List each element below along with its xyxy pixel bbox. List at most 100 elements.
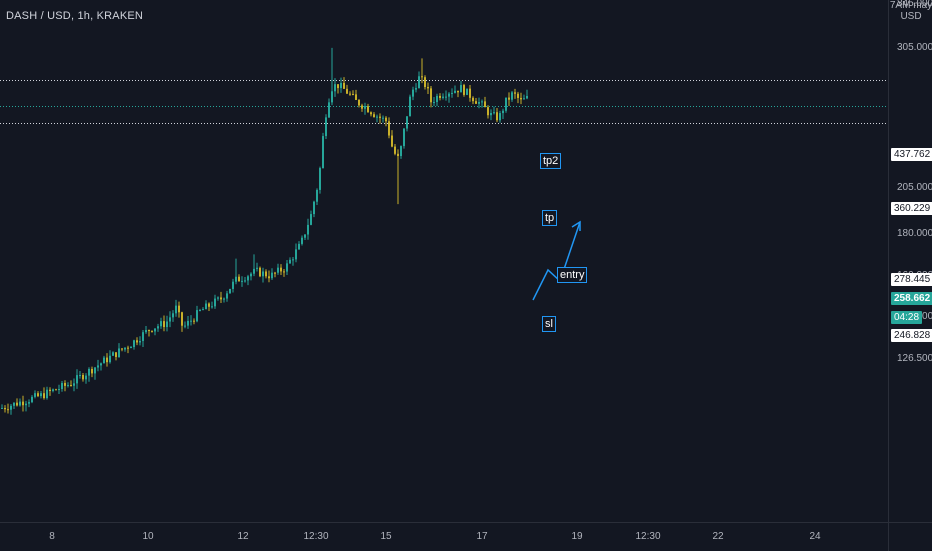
candle xyxy=(418,71,420,89)
candle xyxy=(154,328,156,336)
candle xyxy=(478,97,480,109)
candle xyxy=(448,92,450,103)
candle xyxy=(496,107,498,123)
price-tick: 345.000 xyxy=(897,0,932,10)
candle xyxy=(124,347,126,352)
candle xyxy=(214,294,216,309)
candle xyxy=(340,77,342,93)
candle xyxy=(76,369,78,389)
annotation-entry[interactable]: entry xyxy=(557,267,588,283)
time-axis[interactable]: 8 10 12 12:30 15 17 19 12:30 22 24 xyxy=(0,522,888,551)
candle xyxy=(22,395,24,412)
candle xyxy=(67,382,69,388)
time-tick: 12 xyxy=(237,531,249,542)
candle xyxy=(100,362,102,371)
candle xyxy=(226,290,228,302)
price-chart[interactable] xyxy=(0,0,888,522)
candle xyxy=(133,339,135,350)
candle xyxy=(127,345,129,354)
candle xyxy=(232,278,234,293)
candle xyxy=(433,97,435,106)
candle xyxy=(172,310,174,322)
candle xyxy=(103,355,105,364)
candle xyxy=(262,267,264,283)
candle xyxy=(430,85,432,108)
candle xyxy=(199,308,201,312)
candle xyxy=(1,404,3,409)
candle xyxy=(115,352,117,361)
candle xyxy=(328,98,330,119)
candle xyxy=(202,307,204,311)
candle xyxy=(301,235,303,246)
candle xyxy=(244,277,246,283)
candle xyxy=(343,77,345,89)
candle xyxy=(292,256,294,266)
candle xyxy=(274,271,276,278)
candle-countdown: 04:28 xyxy=(891,311,923,324)
candle xyxy=(10,404,12,415)
price-unit-bottom: USD xyxy=(900,11,922,22)
candle xyxy=(85,373,87,384)
time-tick: 10 xyxy=(142,531,154,542)
candle xyxy=(325,114,327,139)
candle xyxy=(457,90,459,98)
time-tick: 12:30 xyxy=(303,531,329,542)
candle xyxy=(229,288,231,294)
candle xyxy=(511,91,513,102)
candle xyxy=(484,96,486,108)
candle xyxy=(79,370,81,379)
candle xyxy=(28,399,30,408)
candle xyxy=(238,274,240,282)
candle xyxy=(481,99,483,108)
candle xyxy=(268,270,270,283)
candle xyxy=(451,88,453,98)
candle xyxy=(157,323,159,332)
candle xyxy=(166,315,168,332)
candle xyxy=(403,128,405,149)
candle xyxy=(160,317,162,329)
candle xyxy=(322,132,324,169)
price-tick: 180.000 xyxy=(897,228,932,240)
price-tick: 305.000 xyxy=(897,41,932,53)
candle xyxy=(394,143,396,156)
candle xyxy=(424,75,426,90)
candle xyxy=(358,99,360,108)
candle xyxy=(469,85,471,102)
candle xyxy=(436,93,438,107)
candle xyxy=(526,89,528,100)
level-label-tp2: 437.762 xyxy=(891,148,932,161)
candle xyxy=(7,403,9,414)
candle xyxy=(316,188,318,206)
candle xyxy=(475,98,477,104)
candle xyxy=(415,83,417,93)
candle xyxy=(247,274,249,286)
candle xyxy=(277,263,279,275)
price-axis[interactable]: 7AM may USD 680.000600.000520.000385.000… xyxy=(888,0,932,550)
candle xyxy=(178,301,180,318)
candle xyxy=(193,318,195,325)
arrow-head-icon xyxy=(571,220,581,231)
candle xyxy=(43,387,45,400)
candle xyxy=(34,390,36,399)
candle xyxy=(82,372,84,382)
candle xyxy=(442,93,444,100)
candle xyxy=(397,149,399,205)
candle xyxy=(508,92,510,107)
annotation-tp[interactable]: tp xyxy=(542,210,558,226)
annotation-tp2[interactable]: tp2 xyxy=(540,153,562,169)
axis-corner xyxy=(888,522,932,551)
candle xyxy=(70,380,72,387)
candle xyxy=(460,80,462,93)
annotation-sl[interactable]: sl xyxy=(542,316,556,332)
candle xyxy=(349,91,351,96)
candle xyxy=(400,145,402,159)
candle xyxy=(298,241,300,250)
candle xyxy=(280,264,282,276)
candle xyxy=(211,301,213,309)
candle xyxy=(61,380,63,392)
projection-arrow[interactable] xyxy=(532,221,581,301)
candle xyxy=(388,117,390,139)
candle xyxy=(64,380,66,392)
chart-area[interactable]: DASH / USD, 1h, KRAKEN tp2 tp entry sl xyxy=(0,0,888,522)
candle xyxy=(310,210,312,226)
